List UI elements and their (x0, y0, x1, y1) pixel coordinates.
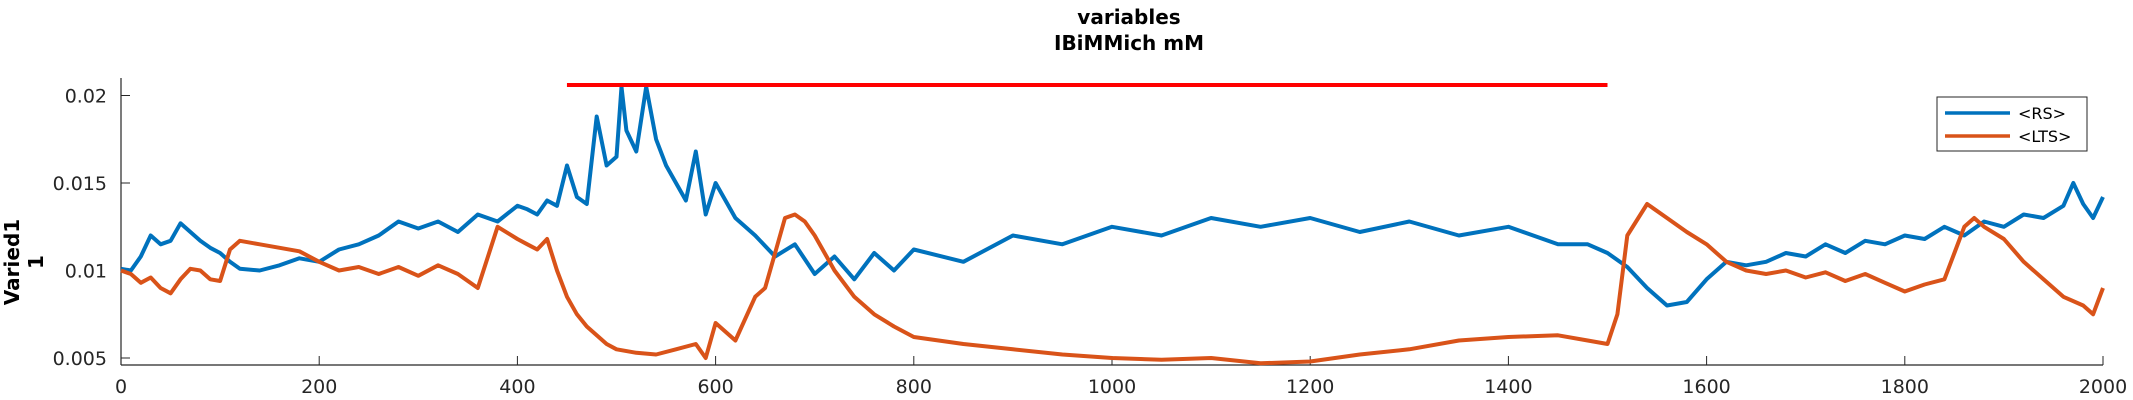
legend-box (1936, 96, 2088, 152)
x-tick-label: 800 (896, 376, 932, 398)
x-tick-label: 1000 (1088, 376, 1136, 398)
x-tick-label: 600 (697, 376, 733, 398)
y-axis-label: Varied1 1 (0, 219, 48, 305)
x-tick-label: 1800 (1881, 376, 1929, 398)
x-tick-label: 1400 (1484, 376, 1532, 398)
x-tick-label: 2000 (2079, 376, 2127, 398)
x-tick-label: 0 (115, 376, 127, 398)
series-line-lts (120, 202, 2105, 366)
y-tick-label: 0.02 (65, 86, 107, 108)
chart-subtitle: IBiMMich mM (1054, 31, 1204, 55)
legend-label-lts: <LTS> (2018, 127, 2071, 146)
y-axis-label-line-2: 1 (24, 255, 48, 269)
x-tick-label: 200 (301, 376, 337, 398)
y-tick-label: 0.01 (65, 261, 107, 283)
y-axis-label-line-1: Varied1 (0, 219, 24, 305)
y-tick-label: 0.015 (53, 173, 107, 195)
legend-label-rs: <RS> (2018, 104, 2066, 123)
axes: 0 200 400 600 800 1000 1200 1400 1600 1800 2000 0.0… (53, 78, 2127, 398)
series-line-rs (120, 84, 2105, 308)
legend: <RS> <LTS> (1936, 96, 2088, 152)
x-tick-label: 1200 (1286, 376, 1334, 398)
x-tick-label: 1600 (1682, 376, 1730, 398)
series-layer (120, 84, 2105, 366)
chart-title: variables (1077, 5, 1180, 29)
y-tick-label: 0.005 (53, 348, 107, 370)
x-tick-label: 400 (499, 376, 535, 398)
chart-title-group: variables IBiMMich mM (1054, 5, 1204, 55)
